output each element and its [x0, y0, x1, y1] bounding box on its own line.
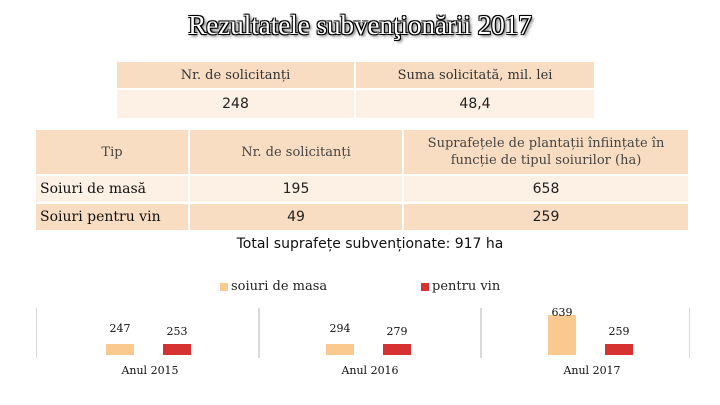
bar-anul-2015-vin: [163, 344, 191, 355]
bar-value-label: 639: [551, 306, 573, 319]
table-row-vin-label: Soiuri pentru vin: [36, 204, 188, 230]
legend-vin: pentru vin: [421, 279, 500, 294]
bar-anul-2016-masa: [326, 344, 354, 355]
x-axis-label: Anul 2015: [121, 364, 179, 377]
table-header-tip: Tip: [36, 130, 188, 174]
summary-header-suma: Suma solicitată, mil. lei: [356, 62, 594, 88]
legend-masa: soiuri de masa: [220, 279, 327, 294]
bar-value-label: 279: [386, 325, 408, 338]
bar-anul-2015-masa: [106, 344, 134, 355]
table-row-masa-suprafata: 658: [404, 176, 688, 202]
summary-value-suma: 48,4: [356, 90, 594, 118]
chart-panel-2015: [36, 308, 260, 358]
x-axis-label: Anul 2016: [341, 364, 399, 377]
bar-anul-2017-vin: [605, 344, 633, 355]
chart-panel-2017: [480, 308, 690, 358]
table-row-masa-solicitanti: 195: [190, 176, 402, 202]
page-title: Rezultatele subvenţionării 2017: [188, 10, 532, 40]
bar-anul-2017-masa: [548, 315, 576, 355]
table-row-vin-solicitanti: 49: [190, 204, 402, 230]
bar-value-label: 253: [166, 325, 188, 338]
total-surface-text: Total suprafețe subvenționate: 917 ha: [236, 236, 504, 252]
legend-masa-label: soiuri de masa: [231, 279, 328, 294]
bar-value-label: 247: [109, 322, 131, 335]
table-row-masa-label: Soiuri de masă: [36, 176, 188, 202]
chart-panel-2016: [258, 308, 482, 358]
legend-vin-label: pentru vin: [432, 279, 501, 294]
legend-vin-swatch: [421, 282, 429, 291]
table-header-suprafete: Suprafețele de plantații înființate în f…: [404, 130, 688, 174]
table-row-vin-suprafata: 259: [404, 204, 688, 230]
legend-masa-swatch: [220, 282, 228, 291]
bar-value-label: 259: [608, 325, 630, 338]
bar-anul-2016-vin: [383, 344, 411, 355]
table-header-solicitanti: Nr. de solicitanți: [190, 130, 402, 174]
bar-value-label: 294: [329, 322, 351, 335]
summary-value-solicitanti: 248: [117, 90, 354, 118]
x-axis-label: Anul 2017: [563, 364, 621, 377]
summary-header-solicitanti: Nr. de solicitanți: [117, 62, 354, 88]
